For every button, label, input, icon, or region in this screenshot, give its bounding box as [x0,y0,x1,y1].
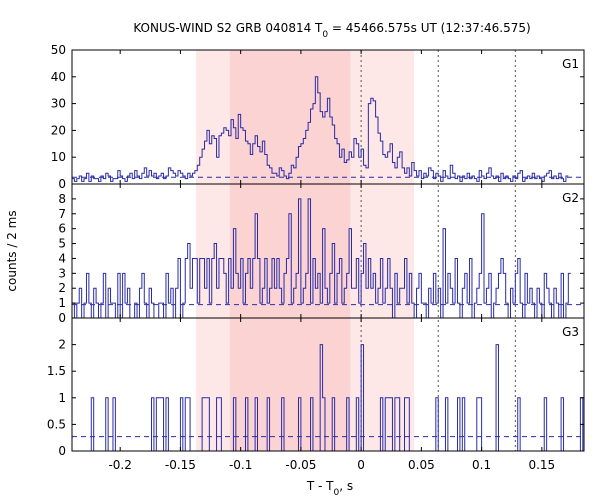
x-tick-label-0: -0.2 [108,458,131,472]
y-tick-label-g3-0: 0 [58,444,66,458]
y-tick-label-g1-5: 50 [51,43,66,57]
x-tick-label-2: -0.1 [229,458,252,472]
y-tick-label-g3-1: 0.5 [47,417,66,431]
panel-label-g1: G1 [562,57,579,71]
y-tick-label-g3-2: 1 [58,391,66,405]
shaded-intervals [196,50,415,451]
y-tick-label-g1-3: 30 [51,97,66,111]
y-tick-label-g3-3: 1.5 [47,364,66,378]
dotted-reference-lines [360,50,516,451]
y-tick-label-g1-4: 40 [51,70,66,84]
x-axis-label: T - T0, s [306,479,353,498]
y-tick-label-g3-4: 2 [58,338,66,352]
x-tick-label-4: 0 [357,458,365,472]
x-tick-label-1: -0.15 [165,458,196,472]
y-tick-label-g1-0: 0 [58,177,66,191]
x-tick-label-6: 0.1 [472,458,491,472]
y-tick-label-g2-6: 6 [58,222,66,236]
y-tick-label-g2-5: 5 [58,237,66,251]
y-tick-label-g2-3: 3 [58,266,66,280]
x-tick-label-3: -0.05 [285,458,316,472]
series-g1-counts [72,76,569,182]
panel-label-g3: G3 [562,325,579,339]
x-tick-label-7: 0.15 [528,458,555,472]
panel-frame-g3 [71,317,585,452]
y-tick-label-g2-8: 8 [58,192,66,206]
y-axis-label: counts / 2 ms [5,210,19,291]
y-tick-label-g2-1: 1 [58,296,66,310]
x-axis-ticks: -0.2 -0.15 -0.1 -0.05 0 0.05 0.1 0.15 [108,458,555,472]
y-tick-label-g2-2: 2 [58,281,66,295]
panel-g3: 0 0.5 1 1.5 2 G3 [47,317,585,458]
y-tick-label-g2-7: 7 [58,207,66,221]
chart-title: KONUS-WIND S2 GRB 040814 T0 = 45466.575s… [133,21,530,40]
y-tick-label-g1-2: 20 [51,123,66,137]
y-tick-label-g1-1: 10 [51,150,66,164]
x-tick-label-5: 0.05 [408,458,435,472]
y-tick-label-g2-0: 0 [58,311,66,325]
panel-label-g2: G2 [562,191,579,205]
y-tick-label-g2-4: 4 [58,251,66,265]
